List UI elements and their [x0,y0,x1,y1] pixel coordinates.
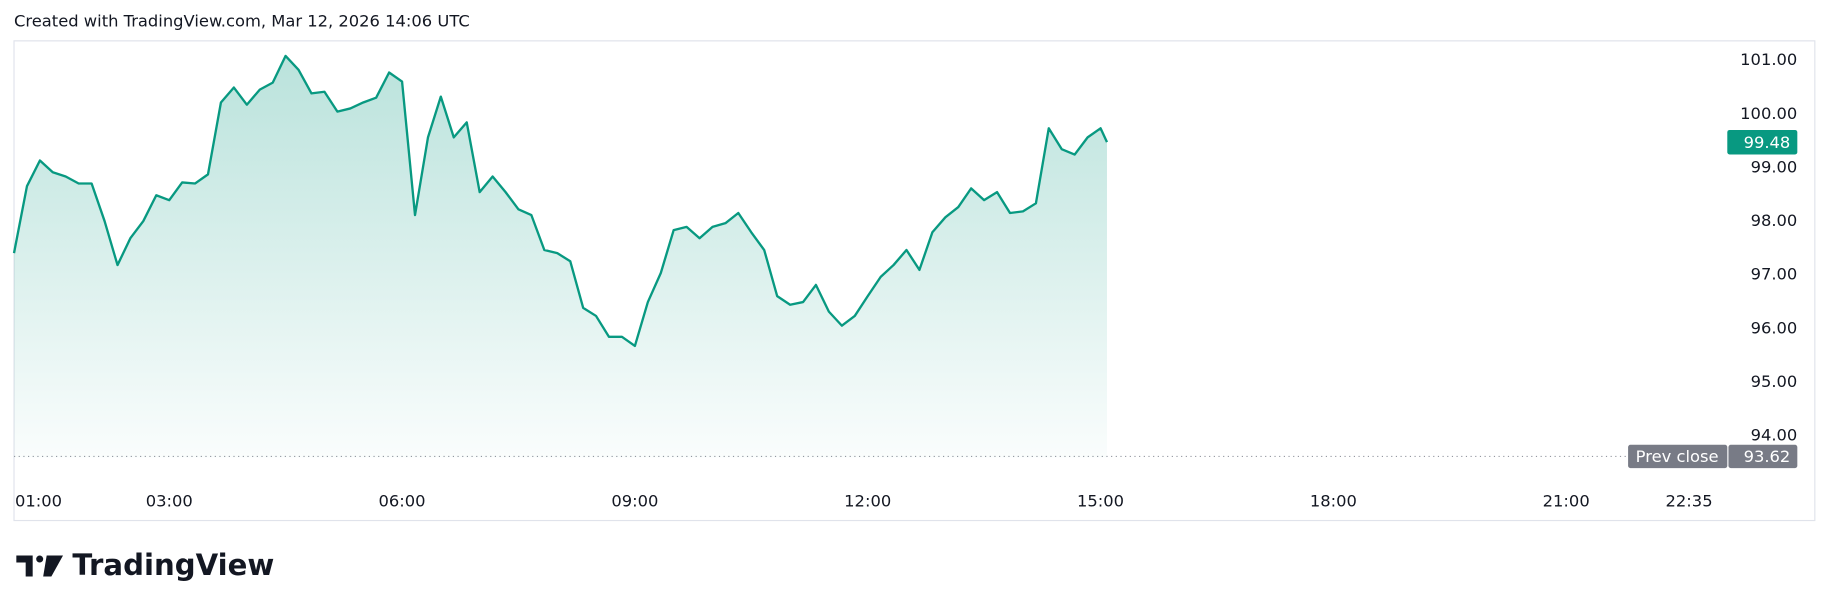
x-tick-label: 12:00 [844,491,891,510]
logo-icon [36,555,44,563]
logo-icon [43,555,64,577]
x-tick-label: 15:00 [1077,491,1124,510]
x-tick-label: 01:00 [15,491,62,510]
y-tick-label: 101.00 [1740,50,1797,69]
x-tick-label: 18:00 [1310,491,1357,510]
y-tick-label: 94.00 [1751,426,1798,445]
prev-close-label: Prev close [1636,447,1719,466]
y-tick-label: 100.00 [1740,104,1797,123]
last-price-box [1727,129,1798,155]
prev-close-value: 93.62 [1744,447,1791,466]
last-price-label: 99.48 [1744,133,1791,152]
prev-close-box [1628,444,1728,469]
price-line [12,54,1109,348]
y-tick-label: 99.00 [1751,157,1798,176]
x-tick-label: 22:35 [1666,491,1713,510]
logo-icon [16,555,33,577]
x-tick-label: 21:00 [1543,491,1590,510]
logo: TradingView [16,548,274,582]
area-fill [14,55,1108,458]
x-tick-label: 06:00 [379,491,426,510]
y-tick-label: 96.00 [1751,318,1798,337]
prev-close-value-box [1728,444,1798,469]
y-tick-label: 98.00 [1751,211,1798,230]
header-text: Created with TradingView.com, Mar 12, 20… [14,12,470,31]
y-tick-label: 95.00 [1751,372,1798,391]
x-tick-label: 09:00 [611,491,658,510]
logo-text: TradingView [72,548,274,582]
x-tick-label: 03:00 [146,491,193,510]
y-tick-label: 97.00 [1751,265,1798,284]
